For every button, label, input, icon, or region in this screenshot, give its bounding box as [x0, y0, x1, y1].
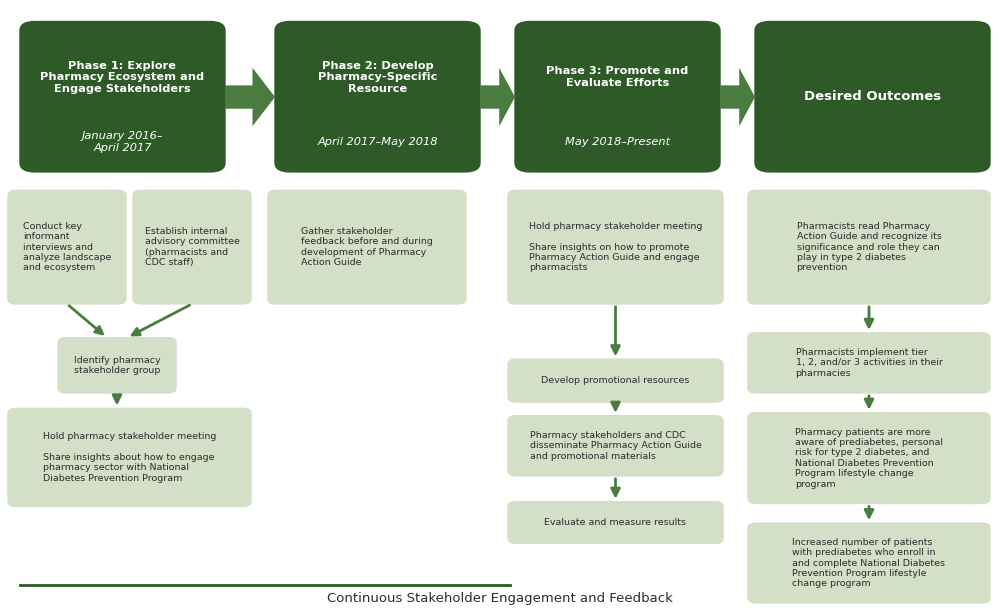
FancyBboxPatch shape — [755, 21, 990, 172]
FancyBboxPatch shape — [20, 21, 225, 172]
FancyBboxPatch shape — [748, 333, 990, 393]
Text: Establish internal
advisory committee
(pharmacists and
CDC staff): Establish internal advisory committee (p… — [145, 227, 239, 267]
Text: January 2016–
April 2017: January 2016– April 2017 — [82, 131, 163, 153]
FancyBboxPatch shape — [748, 523, 990, 603]
Text: Continuous Stakeholder Engagement and Feedback: Continuous Stakeholder Engagement and Fe… — [327, 592, 673, 605]
FancyBboxPatch shape — [275, 21, 480, 172]
FancyBboxPatch shape — [508, 502, 723, 543]
Text: Pharmacy stakeholders and CDC
disseminate Pharmacy Action Guide
and promotional : Pharmacy stakeholders and CDC disseminat… — [530, 431, 701, 460]
Text: Hold pharmacy stakeholder meeting

Share insights on how to promote
Pharmacy Act: Hold pharmacy stakeholder meeting Share … — [529, 222, 702, 273]
Text: Hold pharmacy stakeholder meeting

Share insights about how to engage
pharmacy s: Hold pharmacy stakeholder meeting Share … — [43, 432, 216, 483]
FancyBboxPatch shape — [508, 416, 723, 476]
Text: Pharmacists implement tier
1, 2, and/or 3 activities in their
pharmacies: Pharmacists implement tier 1, 2, and/or … — [796, 348, 942, 378]
FancyBboxPatch shape — [508, 190, 723, 304]
Text: Gather stakeholder
feedback before and during
development of Pharmacy
Action Gui: Gather stakeholder feedback before and d… — [301, 227, 433, 267]
FancyBboxPatch shape — [8, 190, 126, 304]
Text: Increased number of patients
with prediabetes who enroll in
and complete Nationa: Increased number of patients with predia… — [792, 538, 946, 588]
Text: Develop promotional resources: Develop promotional resources — [541, 376, 690, 385]
FancyBboxPatch shape — [515, 21, 720, 172]
FancyBboxPatch shape — [8, 408, 251, 507]
Text: April 2017–May 2018: April 2017–May 2018 — [317, 137, 438, 147]
Text: Pharmacy patients are more
aware of prediabetes, personal
risk for type 2 diabet: Pharmacy patients are more aware of pred… — [795, 427, 943, 489]
Text: Conduct key
informant
interviews and
analyze landscape
and ecosystem: Conduct key informant interviews and ana… — [23, 222, 111, 273]
FancyBboxPatch shape — [748, 413, 990, 503]
FancyBboxPatch shape — [133, 190, 251, 304]
Text: Phase 3: Promote and
Evaluate Efforts: Phase 3: Promote and Evaluate Efforts — [546, 66, 689, 88]
Text: Evaluate and measure results: Evaluate and measure results — [544, 518, 686, 527]
Text: Identify pharmacy
stakeholder group: Identify pharmacy stakeholder group — [74, 356, 160, 375]
FancyBboxPatch shape — [268, 190, 466, 304]
Text: May 2018–Present: May 2018–Present — [565, 137, 670, 147]
Text: Phase 2: Develop
Pharmacy-Specific
Resource: Phase 2: Develop Pharmacy-Specific Resou… — [318, 61, 437, 94]
Polygon shape — [480, 68, 515, 126]
Text: Phase 1: Explore
Pharmacy Ecosystem and
Engage Stakeholders: Phase 1: Explore Pharmacy Ecosystem and … — [40, 61, 205, 94]
Polygon shape — [720, 68, 755, 126]
Text: Desired Outcomes: Desired Outcomes — [804, 90, 941, 103]
FancyBboxPatch shape — [748, 190, 990, 304]
FancyBboxPatch shape — [58, 338, 176, 393]
Text: Pharmacists read Pharmacy
Action Guide and recognize its
significance and role t: Pharmacists read Pharmacy Action Guide a… — [797, 222, 941, 273]
Polygon shape — [225, 68, 275, 126]
FancyBboxPatch shape — [508, 359, 723, 402]
